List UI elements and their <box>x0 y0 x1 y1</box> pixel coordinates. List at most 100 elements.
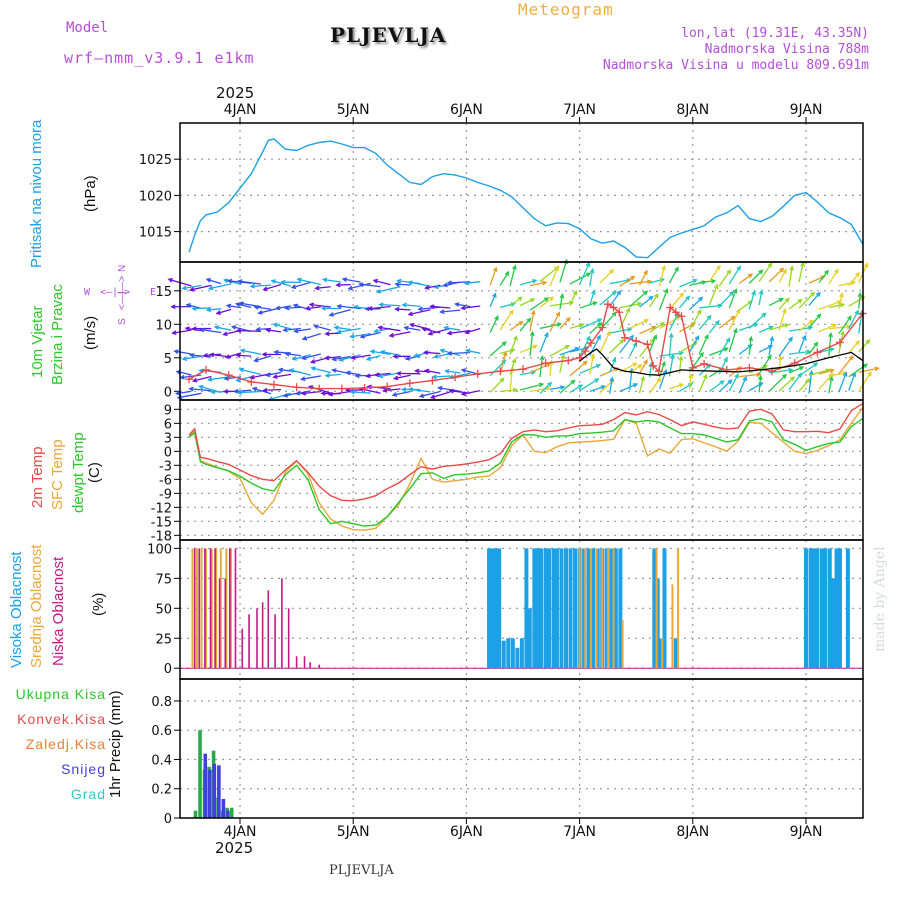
cloud-high-bar <box>808 548 813 669</box>
wind-gust-marker <box>360 383 369 392</box>
wind-arrowhead <box>725 337 731 343</box>
y-tick-label: 0.6 <box>151 724 172 739</box>
wind-arrow <box>445 370 461 374</box>
wind-arrow <box>519 298 535 307</box>
wind-gust-marker <box>224 371 233 380</box>
wind-arrow <box>192 307 212 310</box>
wind-arrowhead <box>308 302 315 308</box>
wind-arrowhead <box>678 383 685 388</box>
model-label: Model <box>66 20 109 36</box>
wind-arrowhead <box>401 302 407 308</box>
wind-arrowhead <box>840 330 845 336</box>
wind-arrow <box>629 290 648 308</box>
wind-arrow <box>818 300 842 310</box>
wind-arrowhead <box>358 282 364 287</box>
wind-arrow <box>788 299 802 310</box>
wind-arrowhead <box>530 309 536 316</box>
wind-arrowhead <box>407 280 413 286</box>
wind-arrow <box>539 323 561 330</box>
wind-arrowhead <box>238 367 244 373</box>
y-tick-label: -15 <box>151 515 172 530</box>
model-altitude-label: Nadmorska Visina u modelu 809.691m <box>602 58 869 73</box>
wind-arrow <box>609 377 613 394</box>
wind-arrowhead <box>670 353 676 359</box>
year-top: 2025 <box>216 84 255 102</box>
cloud-high-bar <box>497 548 502 669</box>
wind-arrowhead <box>454 302 460 307</box>
wind-arrowhead <box>637 364 643 369</box>
wind-arrowhead <box>619 338 625 344</box>
wind-arrowhead <box>758 269 764 275</box>
wind-arrowhead <box>202 352 208 358</box>
wind-arrowhead <box>437 385 443 391</box>
wind-arrow <box>658 266 666 287</box>
wind-arrow <box>266 329 282 333</box>
wind-arrowhead <box>237 279 243 284</box>
wind-arrow <box>688 297 703 311</box>
wind-arrowhead <box>261 352 267 357</box>
wind-arrowhead <box>831 323 838 329</box>
wind-arrowhead <box>512 264 517 270</box>
wind-arrow <box>395 283 411 286</box>
wind-arrowhead <box>834 268 839 274</box>
wind-arrowhead <box>333 325 339 331</box>
wind-arrowhead <box>829 368 835 374</box>
wind-arrowhead <box>270 279 276 284</box>
wind-arrow <box>798 262 804 283</box>
wind-arrow <box>216 308 232 315</box>
wind-arrow <box>838 372 847 393</box>
wind-arrow <box>519 345 537 354</box>
wind-arrowhead <box>788 367 794 373</box>
wind-arrowhead <box>236 390 243 395</box>
wind-arrow <box>728 328 737 353</box>
wind-arrowhead <box>648 295 654 301</box>
wind-arrowhead <box>512 387 519 393</box>
wind-arrowhead <box>632 362 638 367</box>
cloud-mid-bar <box>621 620 624 669</box>
wind-arrowhead <box>446 280 452 286</box>
wind-arrowhead <box>288 368 295 373</box>
wind-arrow <box>648 335 657 353</box>
cloud-high-bar <box>501 640 506 669</box>
wind-arrowhead <box>630 275 636 281</box>
cloud-high-bar <box>655 578 660 669</box>
wind-arrowhead <box>421 327 427 332</box>
wind-arrowhead <box>235 353 241 358</box>
cloud-high-bar <box>837 548 842 669</box>
cloud-low-bar <box>229 548 231 669</box>
wind-arrowhead <box>314 285 320 291</box>
wind-arrow <box>559 347 579 356</box>
wind-arrow <box>431 391 451 399</box>
wind-arrowhead <box>313 324 319 329</box>
wind-arrow <box>848 372 856 391</box>
wind-arrow <box>334 326 351 331</box>
wind-arrowhead <box>737 366 743 371</box>
wind-arrowhead <box>565 316 571 322</box>
wind-arrow <box>359 387 381 394</box>
wind-arrowhead <box>338 357 344 362</box>
wind-arrowhead <box>181 356 188 362</box>
wind-arrowhead <box>797 298 803 304</box>
wind-arrow <box>529 363 551 374</box>
wind-arrowhead <box>594 378 600 383</box>
wind-arrowhead <box>629 334 634 340</box>
wind-arrowhead <box>688 373 694 379</box>
wind-arrow <box>190 284 212 291</box>
wind-arrowhead <box>492 266 498 272</box>
wind-arrow <box>285 353 301 357</box>
wind-arrowhead <box>265 372 271 378</box>
cloud-high-bar <box>659 638 664 669</box>
wind-gust-marker <box>586 339 595 348</box>
wind-arrowhead <box>377 325 383 331</box>
wind-arrowhead <box>184 326 190 332</box>
wind-arrow <box>392 390 411 396</box>
wind-arrow <box>808 275 825 284</box>
wind-arrowhead <box>789 265 794 271</box>
wind-gust-marker <box>292 383 301 392</box>
wind-arrowhead <box>526 317 532 323</box>
cloud-mid-bar <box>589 548 592 669</box>
wind-arrowhead <box>296 277 302 283</box>
cloud-low-bar <box>256 608 258 669</box>
wind-arrow <box>698 364 711 376</box>
wind-arrow <box>182 284 202 290</box>
